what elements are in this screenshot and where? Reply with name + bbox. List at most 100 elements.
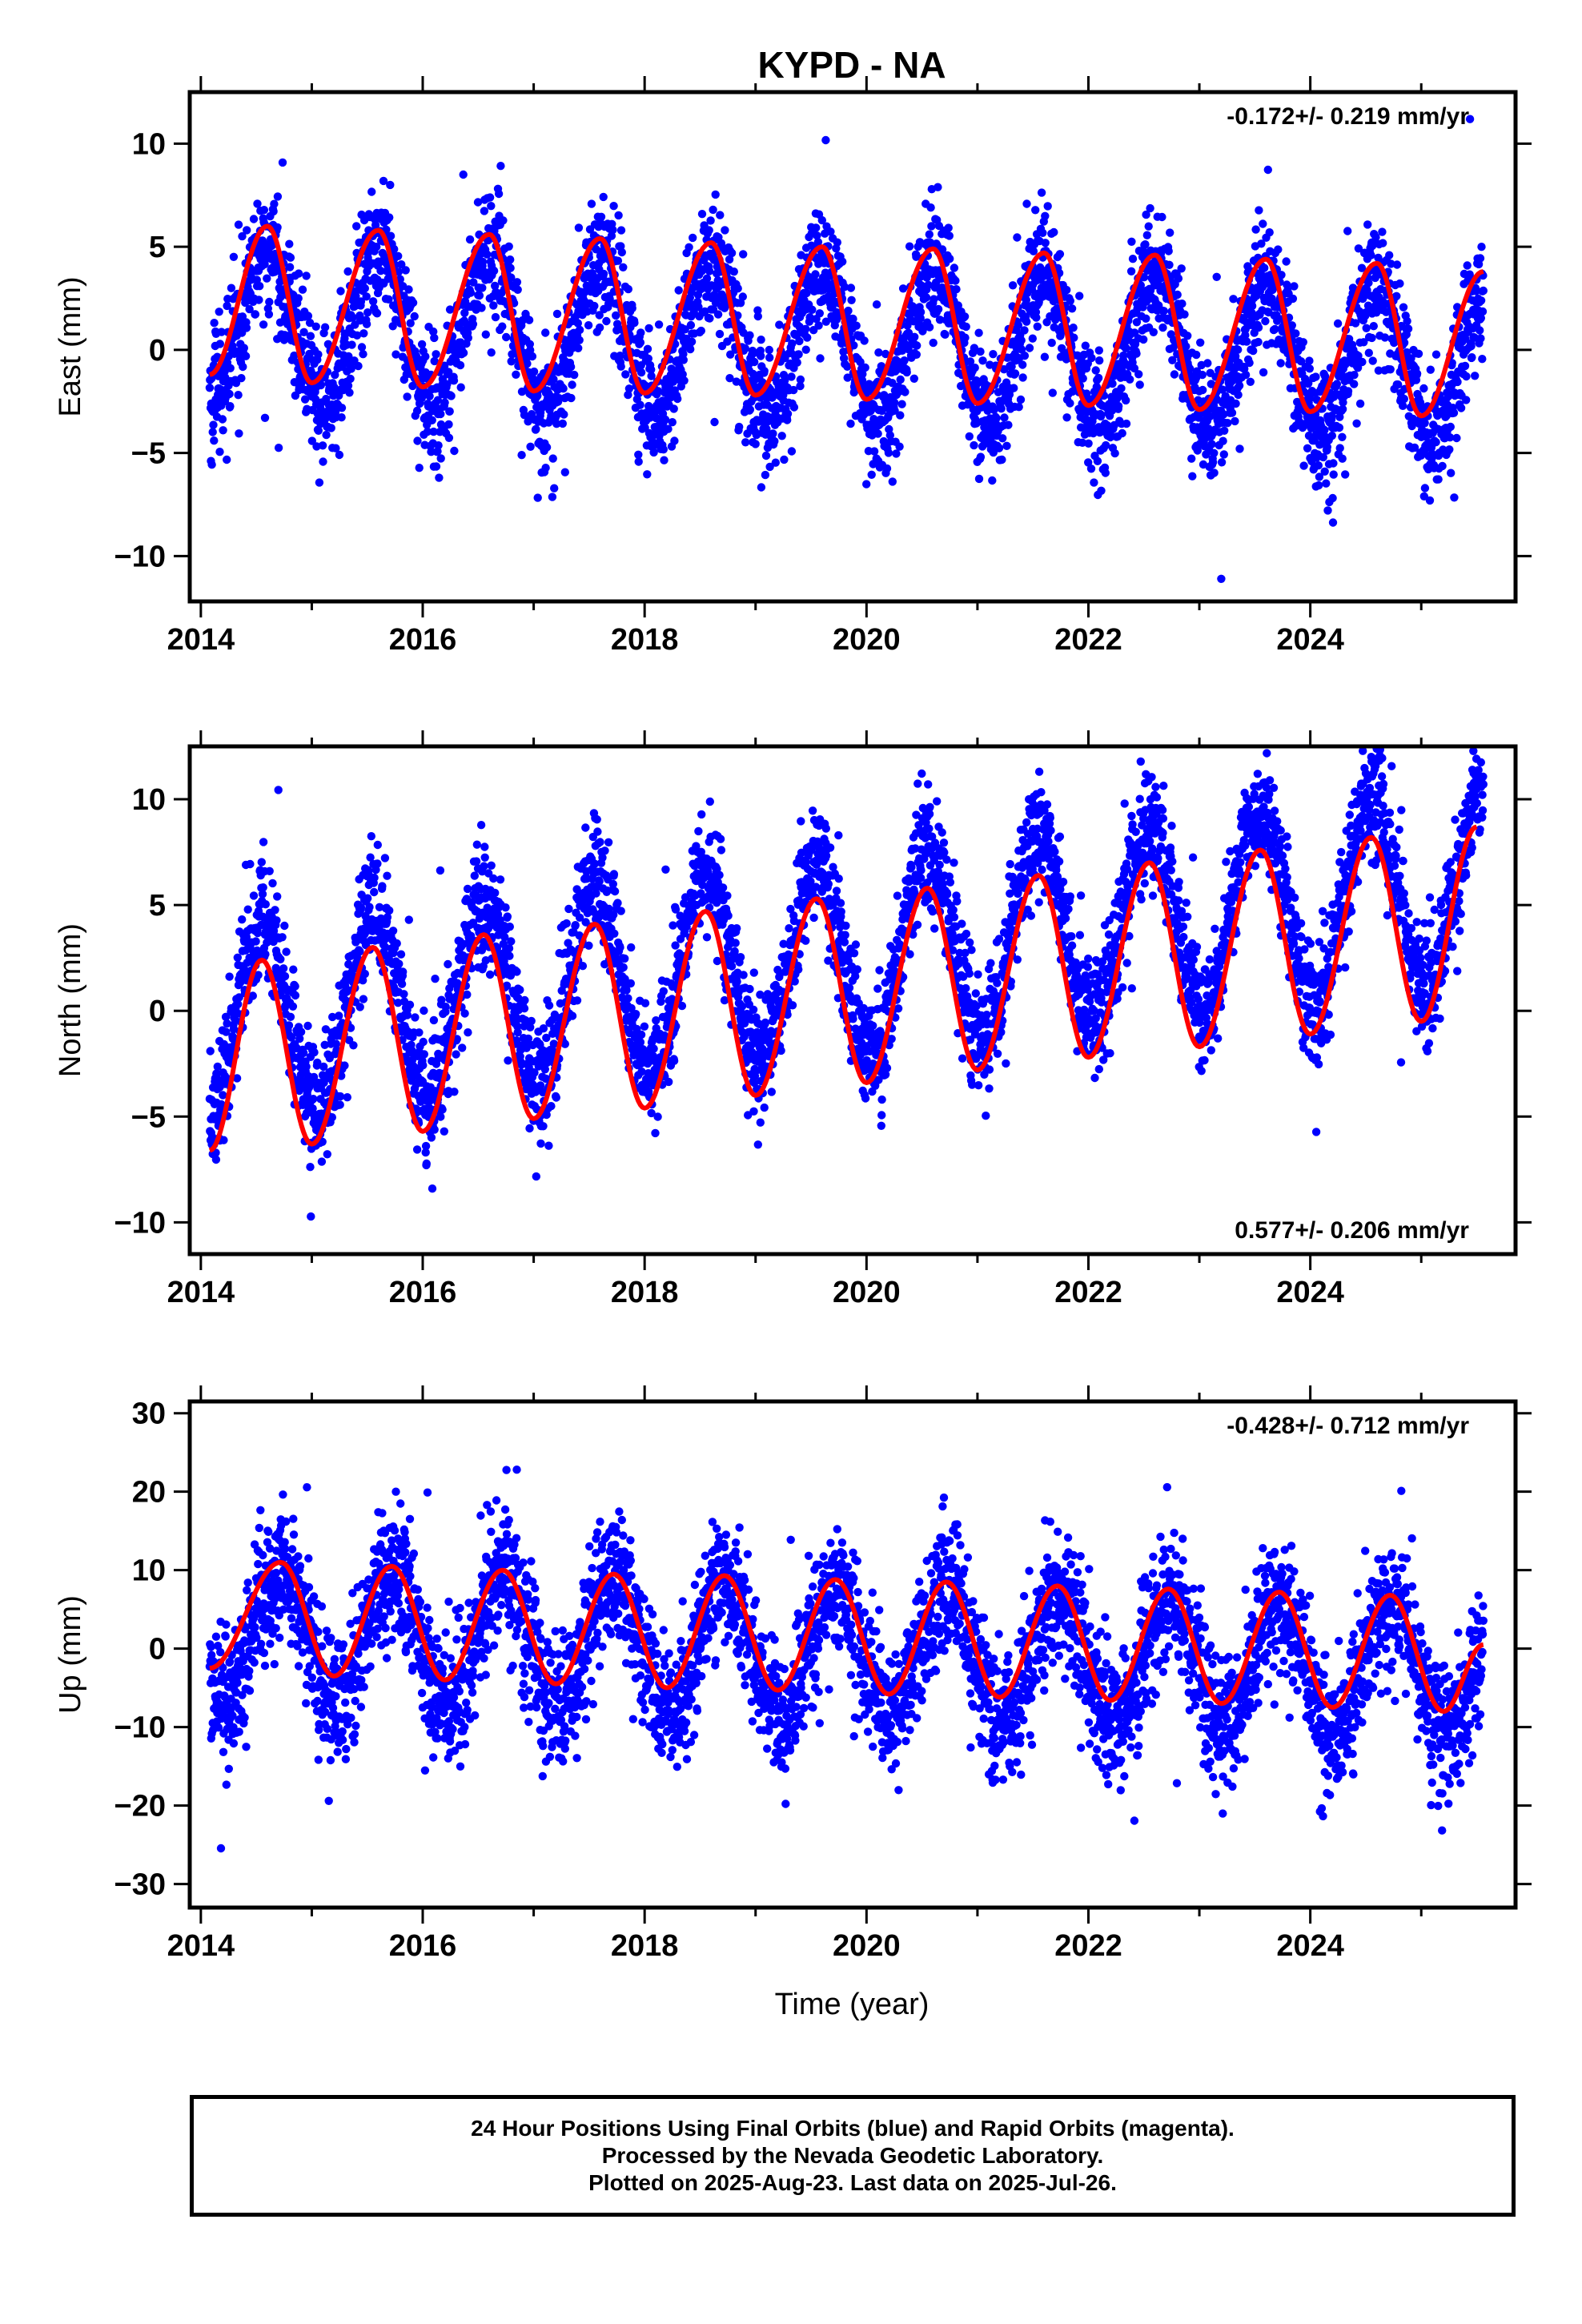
east-data-point [1343, 227, 1352, 235]
east-data-point [846, 283, 856, 292]
east-data-point [924, 280, 933, 290]
east-data-point [513, 285, 522, 294]
east-data-point [468, 320, 478, 328]
east-data-point [1338, 432, 1347, 441]
east-data-point [738, 292, 747, 301]
east-data-point [896, 375, 905, 384]
east-data-point [745, 331, 754, 340]
east-data-point [872, 300, 881, 309]
east-data-point [223, 455, 231, 464]
east-data-point [998, 434, 1007, 443]
north-data-point [420, 1050, 428, 1059]
east-data-point [1254, 337, 1263, 347]
east-data-point [976, 452, 986, 461]
east-data-point [1447, 468, 1456, 477]
east-data-point [909, 374, 919, 383]
east-data-point [970, 364, 979, 372]
east-data-point [548, 493, 557, 501]
north-data-point [399, 967, 408, 976]
east-data-point [1217, 574, 1226, 583]
east-data-point [862, 480, 871, 489]
east-data-point [1403, 324, 1413, 333]
east-data-point [491, 281, 500, 291]
east-data-point [1227, 408, 1237, 417]
east-data-point [1395, 279, 1404, 288]
east-data-point [681, 325, 689, 334]
east-data-point [356, 297, 366, 306]
east-data-point [210, 436, 219, 445]
east-data-point [741, 438, 750, 447]
east-x-tick-label: 2014 [167, 623, 235, 657]
east-data-point [396, 275, 404, 283]
east-data-point [345, 388, 354, 397]
east-data-point [927, 222, 936, 231]
east-data-point [382, 225, 391, 234]
east-data-point [1000, 413, 1009, 422]
east-data-point [751, 440, 760, 448]
east-data-point [636, 338, 645, 347]
east-data-point [385, 273, 395, 282]
east-data-point [1260, 263, 1269, 272]
east-data-point [916, 308, 926, 316]
east-data-point [921, 293, 931, 302]
east-data-point [550, 484, 559, 493]
east-data-point [647, 372, 656, 380]
east-data-point [337, 413, 346, 422]
east-data-point [1127, 237, 1136, 246]
north-data-point [378, 882, 387, 891]
east-data-point [1081, 341, 1090, 350]
east-data-point [226, 402, 235, 411]
north-data-point [405, 1000, 415, 1009]
east-data-point [379, 176, 388, 186]
east-data-point [1149, 328, 1158, 336]
east-data-point [444, 420, 453, 429]
east-data-point [916, 314, 925, 323]
east-data-point [1399, 303, 1408, 312]
east-data-point [1217, 458, 1227, 467]
east-data-point [753, 312, 762, 321]
east-data-point [1208, 458, 1218, 467]
east-data-point [1210, 468, 1219, 477]
east-data-point [735, 422, 744, 432]
east-data-point [796, 381, 805, 391]
east-data-point [478, 257, 488, 267]
east-data-point [386, 180, 395, 190]
east-data-point [970, 440, 978, 450]
east-data-point [1329, 470, 1338, 479]
east-data-point [528, 352, 537, 361]
east-data-point [1231, 399, 1240, 408]
north-data-point [370, 873, 379, 883]
east-data-point [643, 344, 652, 353]
east-data-point [889, 398, 899, 407]
east-data-point [945, 231, 954, 240]
east-data-point [265, 297, 274, 307]
north-data-point [206, 1047, 215, 1055]
east-data-point [331, 444, 340, 452]
east-data-point [895, 442, 904, 451]
east-data-point [1017, 336, 1026, 345]
east-data-point [1362, 324, 1371, 332]
east-data-point [425, 392, 434, 400]
east-data-point [628, 304, 636, 313]
east-data-point [234, 220, 243, 229]
east-data-point [1055, 250, 1065, 259]
east-data-point [1259, 219, 1267, 228]
east-x-tick-label: 2024 [1276, 623, 1344, 657]
east-data-point [769, 429, 777, 438]
east-data-point [1192, 350, 1201, 360]
east-data-point [783, 409, 793, 418]
east-data-point [590, 301, 599, 311]
east-data-point [869, 447, 879, 456]
north-data-point [307, 1212, 315, 1221]
east-data-point [226, 364, 235, 372]
north-data-point [259, 838, 268, 846]
north-data-point [359, 995, 368, 1003]
east-data-point [1438, 461, 1447, 471]
east-data-point [1067, 304, 1077, 313]
east-data-point [826, 227, 835, 236]
east-y-tick-label: 10 [132, 127, 166, 161]
east-data-point [739, 250, 748, 259]
east-data-point [1412, 369, 1422, 378]
east-data-point [1460, 361, 1470, 371]
